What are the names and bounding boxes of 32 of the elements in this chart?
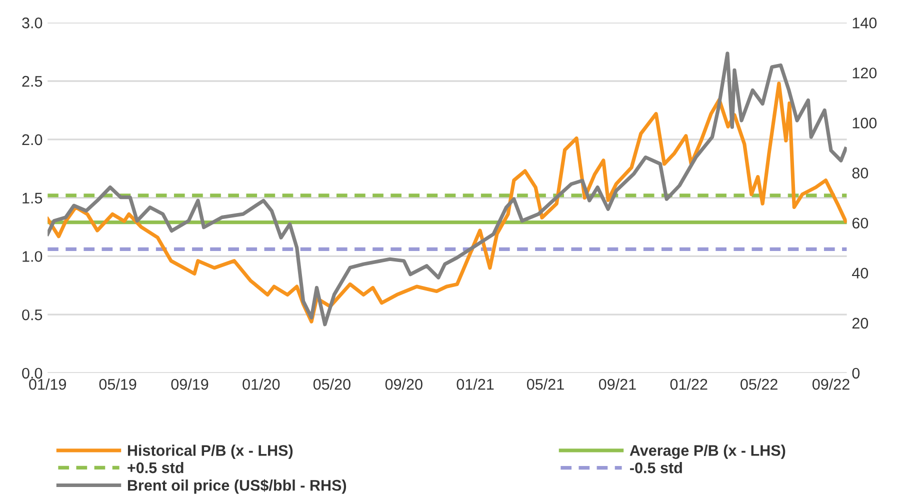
legend-label: +0.5 std	[128, 462, 184, 474]
x-tick-label: 01/20	[242, 378, 280, 390]
y-tick-label: 3.0	[22, 18, 42, 28]
y-tick-label: 1.5	[22, 192, 42, 204]
y-tick-label: 2.5	[22, 76, 42, 87]
x-tick-label: 05/22	[740, 378, 778, 390]
y-tick-label: 0.0	[22, 368, 42, 379]
y2-tick-label: 80	[852, 168, 868, 178]
y-tick-label: 0.5	[22, 309, 42, 320]
x-tick-label: 05/21	[526, 378, 564, 390]
y-tick-label: 1.0	[22, 251, 42, 262]
y2-tick-label: 20	[852, 318, 868, 329]
x-tick-label: 01/21	[456, 378, 494, 390]
legend-label: -0.5 std	[630, 462, 682, 474]
y2-tick-label: 100	[852, 118, 877, 128]
x-tick-label: 09/19	[171, 378, 208, 390]
x-tick-label: 05/20	[313, 378, 350, 390]
y2-tick-label: 120	[852, 68, 877, 78]
x-tick-label: 05/19	[99, 378, 136, 390]
x-tick-label: 01/19	[29, 378, 66, 390]
y2-tick-label: 60	[852, 218, 868, 229]
legend-label: Historical P/B (x - LHS)	[128, 444, 293, 459]
y-tick-label: 2.0	[22, 134, 42, 146]
x-tick-label: 09/20	[385, 378, 422, 390]
x-tick-label: 01/22	[670, 378, 708, 390]
y2-tick-label: 0	[852, 368, 860, 379]
y2-tick-label: 140	[852, 18, 877, 28]
legend-label: Average P/B (x - LHS)	[630, 444, 786, 459]
x-tick-label: 09/21	[598, 378, 636, 390]
x-tick-label: 09/22	[812, 378, 850, 390]
y2-tick-label: 40	[852, 268, 868, 279]
legend-label: Brent oil price (US$/bbl - RHS)	[128, 479, 346, 494]
